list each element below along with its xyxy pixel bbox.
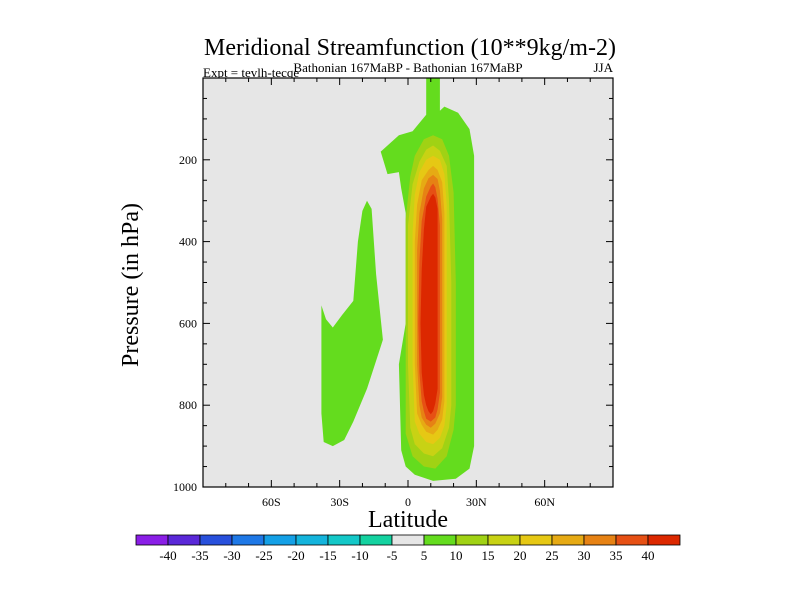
colorbar-swatch [551, 534, 585, 546]
x-tick-label: 0 [405, 495, 411, 509]
chart-subtitle: Bathonian 167MaBP - Bathonian 167MaBP [293, 60, 522, 75]
contour-layer [321, 78, 475, 481]
colorbar-label: -5 [387, 548, 398, 563]
colorbar-label: -15 [319, 548, 336, 563]
colorbar-swatch [391, 534, 425, 546]
colorbar-swatch [583, 534, 617, 546]
y-tick-label: 600 [179, 316, 197, 330]
colorbar-label: -20 [287, 548, 304, 563]
colorbar-swatch [263, 534, 297, 546]
chart-title: Meridional Streamfunction (10**9kg/m-2) [204, 35, 616, 61]
colorbar-label: -40 [159, 548, 176, 563]
colorbar-label: -30 [223, 548, 240, 563]
colorbar-label: 20 [514, 548, 527, 563]
colorbar-swatch [231, 534, 265, 546]
x-axis-label: Latitude [368, 507, 448, 533]
y-tick-label: 200 [179, 153, 197, 167]
x-tick-label: 60N [534, 495, 555, 509]
axis-ticks: 60S 30S 0 30N 60N 200 400 600 800 1000 [173, 78, 613, 509]
colorbar-label: 5 [421, 548, 428, 563]
colorbar-swatch [423, 534, 457, 546]
colorbar-label: -10 [351, 548, 368, 563]
colorbar-swatch [327, 534, 361, 546]
y-tick-label: 800 [179, 398, 197, 412]
colorbar-swatch [615, 534, 649, 546]
colorbar-swatch [135, 534, 169, 546]
contour-southern-cell [321, 200, 383, 447]
colorbar-label: 25 [546, 548, 559, 563]
x-tick-label: 30S [330, 495, 349, 509]
y-tick-label: 1000 [173, 480, 197, 494]
y-tick-label: 400 [179, 235, 197, 249]
colorbar-label: 30 [578, 548, 591, 563]
colorbar-label: 35 [610, 548, 623, 563]
colorbar-label: 10 [450, 548, 463, 563]
colorbar-swatch [359, 534, 393, 546]
expt-label: Expt = tevlh-tecqe [203, 65, 299, 80]
colorbar-swatch [167, 534, 201, 546]
contour-hadley-band-40 [420, 193, 438, 415]
colorbar-label: -35 [191, 548, 208, 563]
season-label: JJA [593, 60, 613, 75]
colorbar-label: 15 [482, 548, 495, 563]
colorbar-swatch [455, 534, 489, 546]
colorbar-label: 40 [642, 548, 655, 563]
colorbar-swatch [487, 534, 521, 546]
x-tick-label: 30N [466, 495, 487, 509]
colorbar-swatch [647, 534, 681, 546]
colorbar-swatch [519, 534, 553, 546]
colorbar: -40 -35 -30 -25 -20 -15 -10 -5 5 10 15 20 25 30 35 40 [135, 534, 681, 563]
colorbar-swatch [295, 534, 329, 546]
x-tick-label: 60S [262, 495, 281, 509]
y-axis-label: Pressure (in hPa) [118, 203, 144, 367]
colorbar-swatch [199, 534, 233, 546]
colorbar-label: -25 [255, 548, 272, 563]
